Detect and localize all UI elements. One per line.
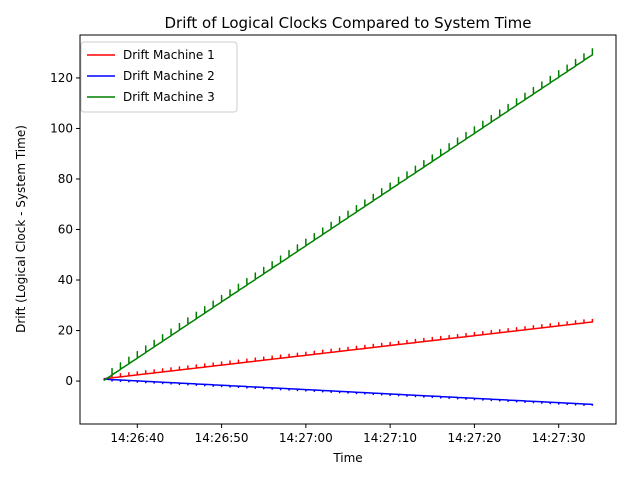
series-layer — [103, 48, 594, 406]
y-tick-label: 20 — [58, 324, 73, 338]
x-axis-ticks: 14:26:40 14:26:50 14:27:00 14:27:10 14:27:20… — [110, 424, 586, 445]
y-tick-label: 40 — [58, 273, 73, 287]
chart-title: Drift of Logical Clocks Compared to Syst… — [164, 14, 531, 32]
x-tick-label: 14:27:20 — [447, 431, 501, 445]
legend-box — [80, 41, 238, 113]
series-line-machine-3 — [103, 48, 594, 382]
legend-label-machine-1: Drift Machine 1 — [123, 48, 215, 62]
x-tick-label: 14:26:40 — [110, 431, 164, 445]
legend-label-machine-3: Drift Machine 3 — [123, 90, 215, 104]
x-tick-label: 14:27:00 — [279, 431, 333, 445]
series-line-machine-2 — [103, 378, 594, 406]
y-tick-label: 80 — [58, 172, 73, 186]
x-tick-label: 14:27:10 — [363, 431, 417, 445]
y-axis-label: Drift (Logical Clock - System Time) — [14, 125, 28, 333]
y-tick-label: 60 — [58, 223, 73, 237]
series-line-machine-1 — [103, 318, 594, 380]
x-tick-label: 14:26:50 — [195, 431, 249, 445]
x-axis-label: Time — [332, 451, 362, 465]
y-axis-ticks: 0 20 40 60 80 100 120 — [50, 71, 80, 388]
x-tick-label: 14:27:30 — [532, 431, 586, 445]
y-tick-label: 0 — [65, 374, 73, 388]
legend-label-machine-2: Drift Machine 2 — [123, 69, 215, 83]
y-tick-label: 120 — [50, 71, 73, 85]
y-tick-label: 100 — [50, 121, 73, 135]
chart-legend: Drift Machine 1 Drift Machine 2 Drift Mach… — [80, 41, 238, 113]
